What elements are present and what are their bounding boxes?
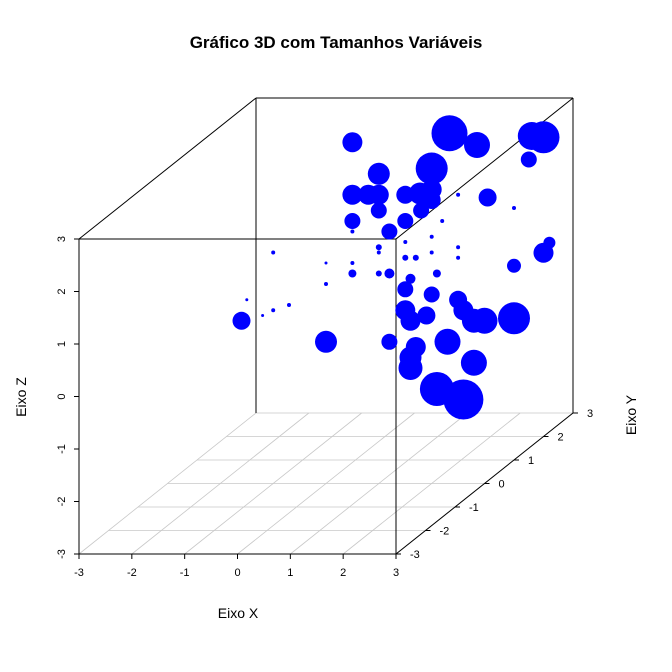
data-point: [370, 202, 387, 219]
data-point: [471, 307, 498, 334]
data-point: [512, 206, 516, 210]
data-point: [398, 356, 423, 380]
x-tick-label: 3: [393, 567, 399, 579]
data-point: [350, 261, 355, 265]
data-point: [375, 270, 382, 277]
data-point: [543, 236, 556, 249]
data-point: [344, 213, 361, 229]
z-tick-label: 0: [56, 393, 68, 399]
data-point: [232, 311, 251, 330]
x-tick-label: 2: [340, 567, 346, 579]
z-tick-label: 2: [56, 288, 68, 294]
y-tick-label: -3: [410, 549, 420, 561]
data-point: [342, 184, 363, 205]
z-axis-label: Eixo Z: [13, 377, 29, 417]
data-point: [460, 349, 487, 376]
x-tick-label: -3: [74, 567, 84, 579]
x-axis-label: Eixo X: [218, 605, 259, 621]
z-tick-label: -2: [56, 497, 68, 507]
data-points: [232, 115, 560, 420]
data-point: [403, 240, 408, 244]
data-point: [315, 330, 337, 353]
y-tick-label: 2: [558, 432, 564, 444]
z-tick-label: 3: [56, 236, 68, 242]
data-point: [348, 269, 357, 278]
floor-grid: [78, 412, 574, 555]
z-tick-label: -3: [56, 549, 68, 559]
data-point: [367, 162, 390, 185]
y-tick-label: -1: [469, 502, 479, 514]
data-point: [413, 202, 430, 219]
data-point: [527, 121, 560, 154]
data-point: [443, 379, 484, 420]
data-point: [405, 273, 416, 284]
data-point: [431, 115, 468, 152]
data-point: [478, 188, 497, 207]
x-tick-label: -1: [180, 567, 190, 579]
data-point: [498, 302, 530, 335]
data-point: [412, 254, 419, 261]
data-point: [261, 314, 265, 317]
data-point: [324, 261, 328, 265]
data-point: [350, 229, 355, 234]
data-point: [507, 258, 521, 273]
data-point: [464, 132, 490, 158]
box-edge: [78, 97, 257, 240]
data-point: [422, 191, 441, 209]
data-point: [381, 333, 398, 350]
data-point: [397, 213, 414, 229]
data-point: [287, 303, 291, 307]
data-point: [423, 286, 440, 303]
x-tick-label: 0: [234, 567, 240, 579]
z-tick-label: -1: [56, 444, 68, 454]
chart-title: Gráfico 3D com Tamanhos Variáveis: [190, 33, 483, 52]
data-point: [456, 245, 461, 250]
y-tick-label: -2: [440, 526, 450, 538]
y-axis-label: Eixo Y: [623, 394, 639, 435]
data-point: [324, 282, 328, 286]
x-tick-label: 1: [287, 567, 293, 579]
data-point: [271, 308, 276, 313]
data-point: [415, 152, 448, 185]
data-point: [368, 184, 389, 205]
data-point: [397, 281, 414, 298]
data-point: [456, 192, 461, 197]
data-point: [440, 219, 445, 223]
data-point: [402, 254, 409, 261]
data-point: [520, 151, 537, 168]
data-point: [429, 234, 434, 239]
data-point: [271, 250, 276, 255]
data-point: [375, 244, 382, 251]
data-point: [456, 255, 461, 260]
data-point: [381, 223, 398, 240]
data-point: [400, 310, 421, 331]
data-point: [245, 298, 249, 302]
data-point: [376, 250, 381, 255]
data-point: [434, 328, 461, 355]
z-tick-label: 1: [56, 341, 68, 347]
data-point: [384, 268, 395, 279]
data-point: [417, 306, 436, 325]
y-tick-label: 1: [528, 455, 534, 467]
data-point: [432, 269, 441, 278]
data-point: [429, 250, 434, 255]
x-tick-label: -2: [127, 567, 137, 579]
y-tick-label: 0: [499, 479, 505, 491]
data-point: [342, 132, 363, 153]
y-tick-label: 3: [587, 408, 593, 420]
axis-ticks: -3 -2 -1 0 1 2 3 -3 -2 -1 0 1 2 3 -3 -2 -1 0 1 2 3: [56, 236, 593, 579]
